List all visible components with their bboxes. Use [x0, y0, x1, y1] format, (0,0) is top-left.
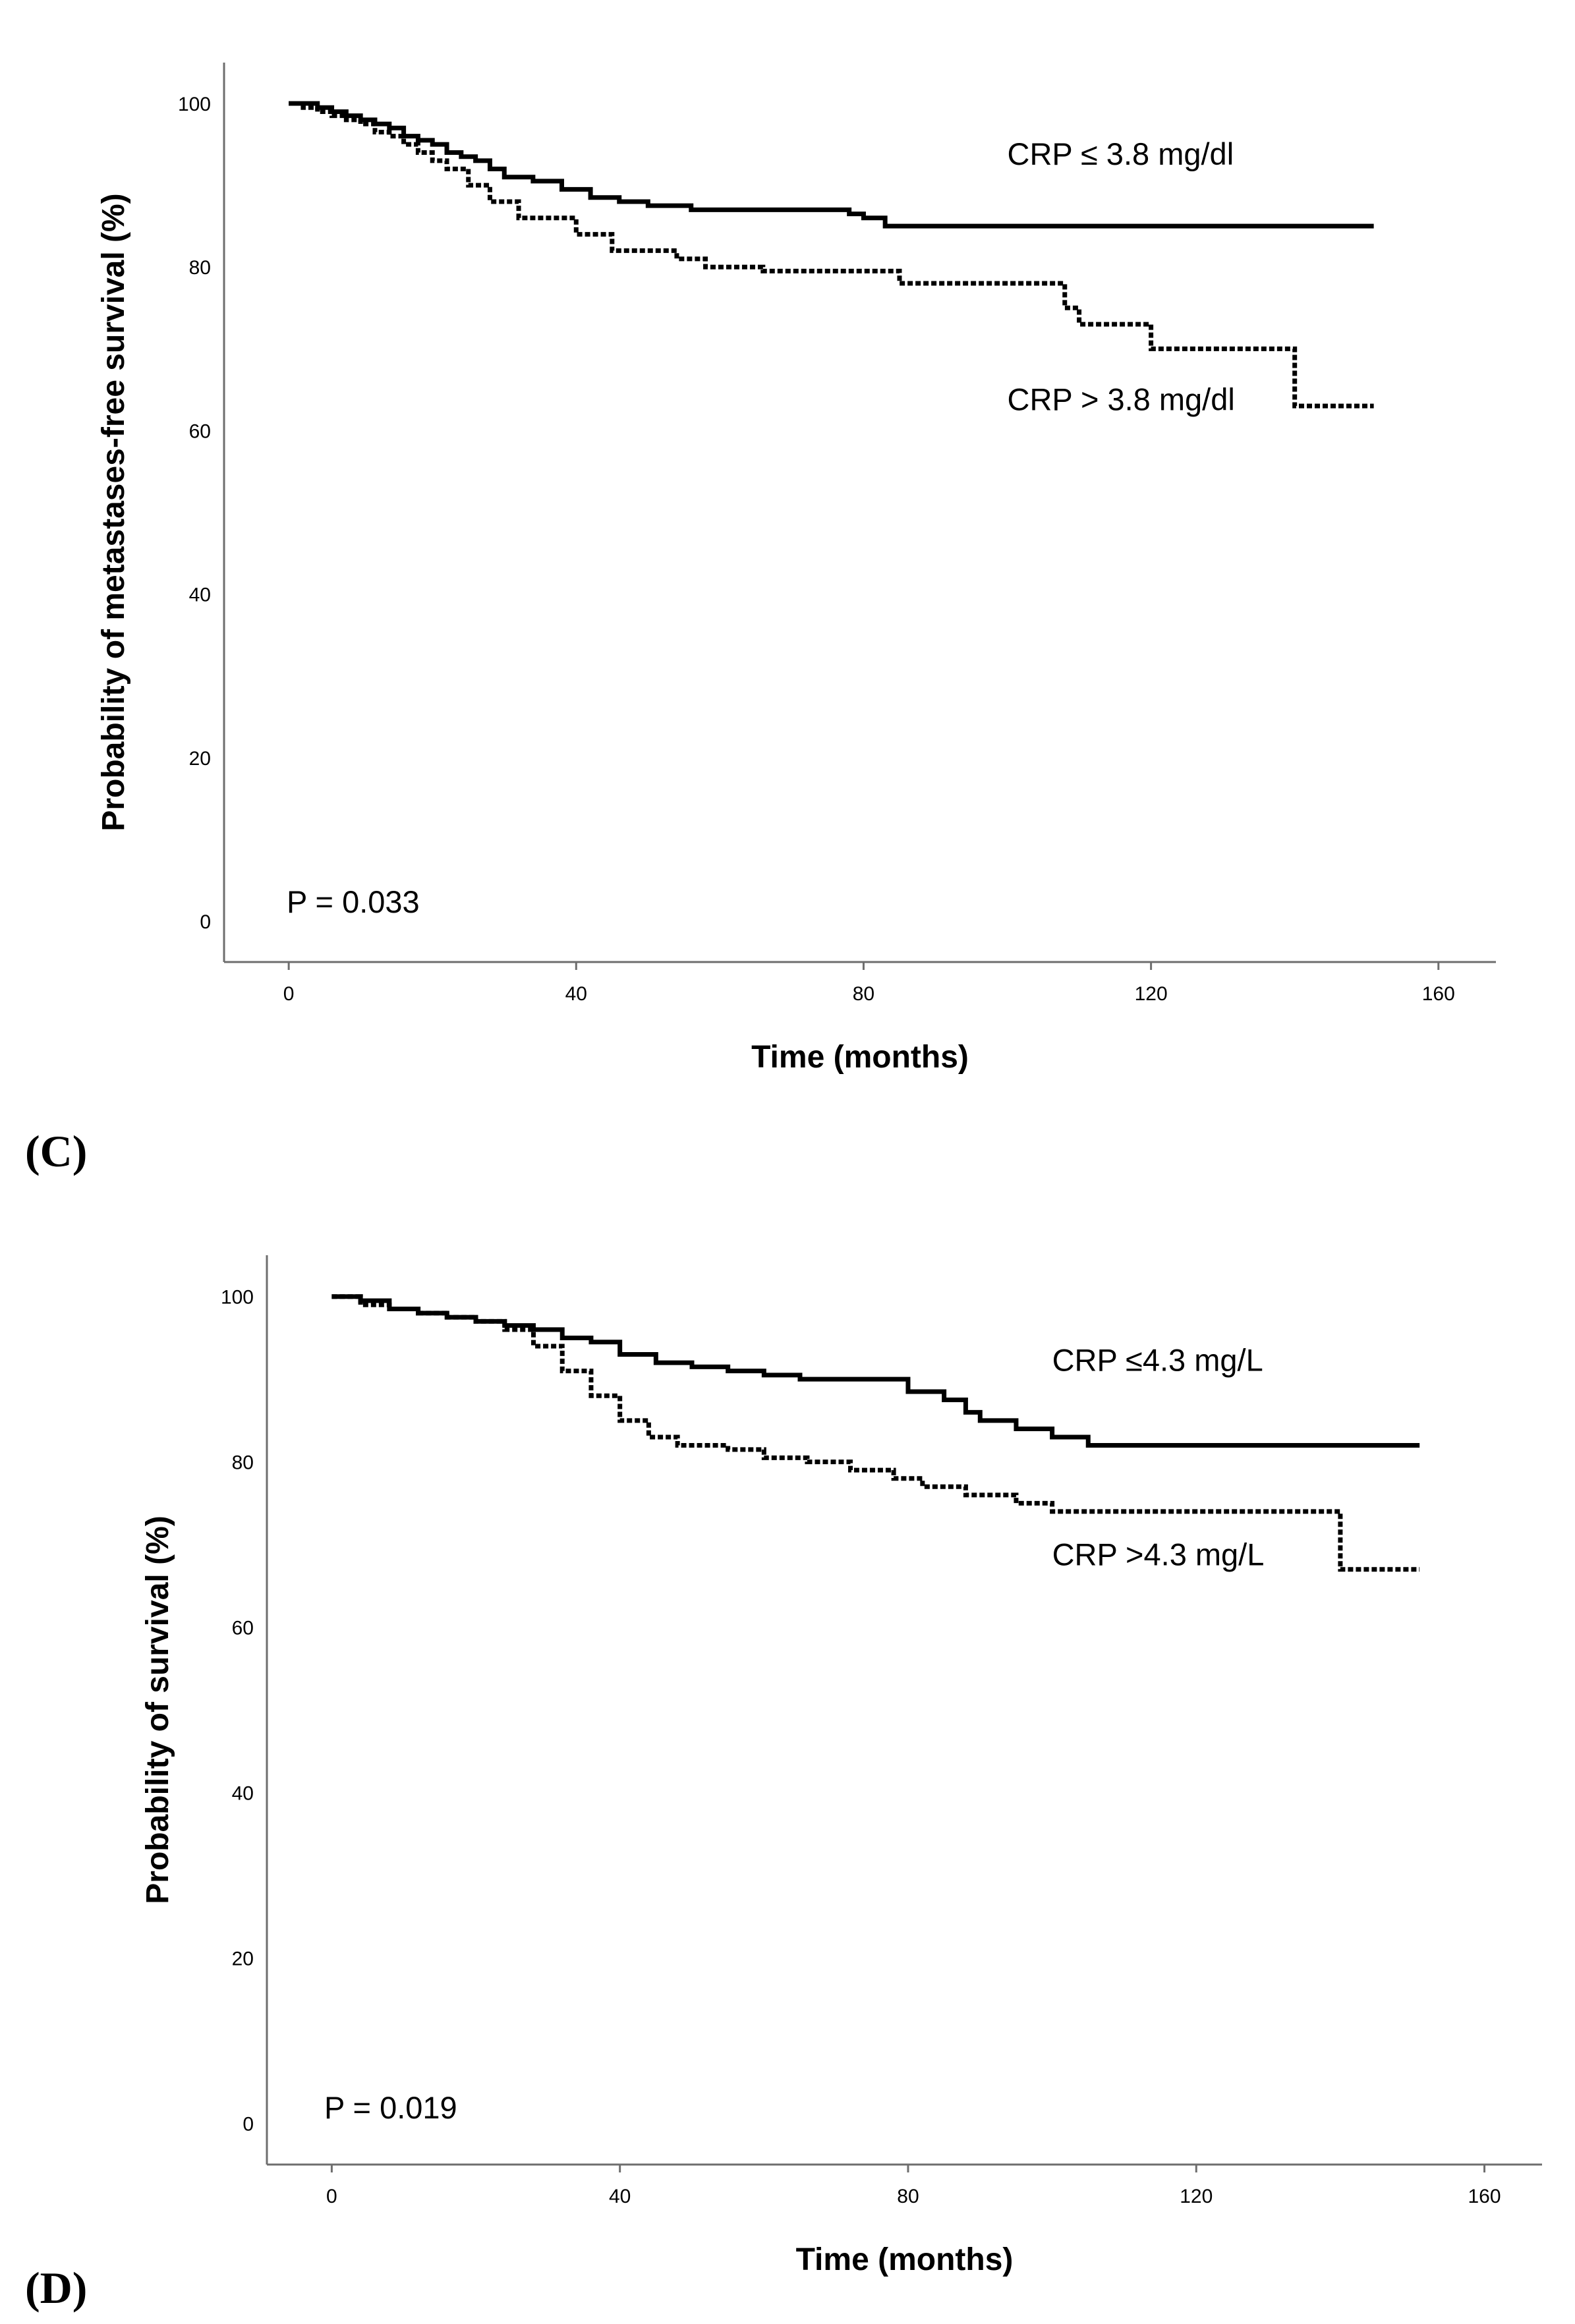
x-tick-label: 0 — [326, 2186, 337, 2207]
panel-label: (C) — [25, 1126, 87, 1176]
x-tick-label: 120 — [1135, 983, 1168, 1005]
y-tick-label: 40 — [189, 584, 211, 606]
y-tick-label: 100 — [178, 94, 211, 115]
y-tick-label: 20 — [232, 1948, 254, 1970]
x-tick-label: 80 — [897, 2186, 919, 2207]
chart-panel-d: 0 40 80 120 160 0 20 40 60 80 100 Time (months) Prob… — [25, 1255, 1542, 2313]
y-tick-label: 0 — [200, 911, 211, 933]
y-axis-title: Probability of survival (%) — [140, 1516, 175, 1904]
x-tick-label: 40 — [609, 2186, 631, 2207]
series-label: CRP >4.3 mg/L — [1052, 1537, 1265, 1572]
x-tick-label: 120 — [1180, 2186, 1213, 2207]
y-tick-label: 0 — [243, 2113, 254, 2135]
y-axis-title: Probability of metastases-free survival … — [96, 193, 131, 831]
y-tick-label: 60 — [189, 420, 211, 442]
y-tick-label: 80 — [189, 257, 211, 279]
p-value-annotation: P = 0.019 — [324, 2090, 457, 2125]
p-value-annotation: P = 0.033 — [287, 884, 420, 919]
series-label: CRP > 3.8 mg/dl — [1008, 382, 1235, 416]
series-label: CRP ≤ 3.8 mg/dl — [1008, 136, 1234, 171]
series-line-low-crp — [289, 101, 1374, 229]
series-line-high-crp — [331, 1294, 1420, 1572]
x-axis-title: Time (months) — [796, 2242, 1014, 2277]
y-tick-label: 100 — [221, 1287, 254, 1309]
y-tick-label: 60 — [232, 1618, 254, 1639]
x-axis-title: Time (months) — [751, 1040, 969, 1075]
series-line-high-crp — [289, 101, 1374, 409]
y-tick-label: 20 — [189, 748, 211, 770]
x-tick-label: 80 — [853, 983, 874, 1005]
x-tick-label: 0 — [283, 983, 295, 1005]
x-tick-label: 160 — [1468, 2186, 1501, 2207]
chart-panel-c: 0 40 80 120 160 0 20 40 60 80 100 Time (months) Prob… — [25, 63, 1496, 1176]
y-tick-label: 40 — [232, 1782, 254, 1804]
y-tick-label: 80 — [232, 1452, 254, 1474]
x-tick-label: 40 — [565, 983, 587, 1005]
series-label: CRP ≤4.3 mg/L — [1052, 1343, 1263, 1378]
x-tick-label: 160 — [1422, 983, 1455, 1005]
panel-label: (D) — [25, 2263, 87, 2313]
